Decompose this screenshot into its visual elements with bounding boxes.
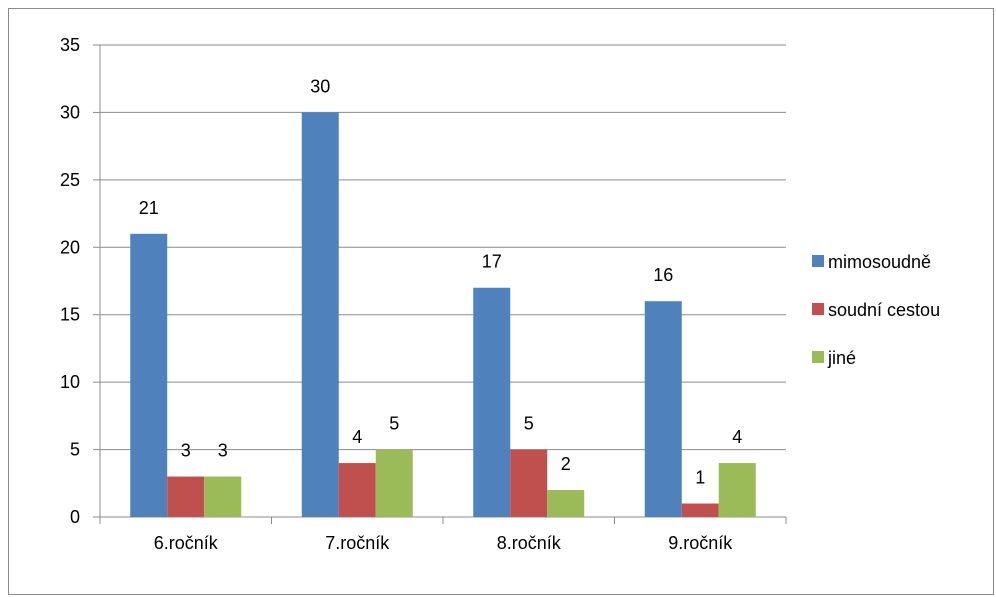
- bar-value-label: 5: [389, 414, 399, 434]
- x-category-label: 8.ročník: [497, 533, 562, 553]
- legend-label: soudní cestou: [828, 300, 940, 320]
- x-axis: 6.ročník 7.ročník 8.ročník 9.ročník: [99, 516, 787, 553]
- bar-value-label: 4: [732, 427, 742, 447]
- bar-value-label: 16: [653, 265, 673, 285]
- x-category-label: 7.ročník: [325, 533, 390, 553]
- bar: [718, 463, 756, 517]
- bar: [644, 301, 682, 517]
- bar-value-label: 30: [310, 76, 330, 96]
- y-tick-label: 5: [70, 440, 80, 460]
- gridlines: [100, 44, 786, 451]
- bar-value-label: 1: [695, 468, 705, 488]
- bar: [473, 287, 511, 517]
- y-tick-label: 35: [60, 35, 80, 55]
- bar-value-label: 3: [218, 441, 228, 461]
- legend: mimosoudně soudní cestou jiné: [812, 252, 940, 368]
- legend-swatch: [812, 255, 824, 267]
- legend-swatch: [812, 351, 824, 363]
- data-labels: 21 3 3 30 4 5 17 5 2 16 1 4: [139, 76, 743, 487]
- y-tick-label: 10: [60, 372, 80, 392]
- bar-value-label: 2: [561, 454, 571, 474]
- x-category-label: 6.ročník: [154, 533, 219, 553]
- bar-value-label: 21: [139, 198, 159, 218]
- bar-value-label: 17: [482, 252, 502, 272]
- bar-value-label: 3: [181, 441, 191, 461]
- y-tick-label: 30: [60, 102, 80, 122]
- bar: [167, 476, 205, 517]
- y-tick-label: 0: [70, 507, 80, 527]
- bar: [681, 503, 719, 517]
- y-tick-label: 25: [60, 170, 80, 190]
- legend-label: mimosoudně: [828, 252, 931, 272]
- bar: [338, 463, 376, 517]
- bar: [510, 449, 548, 517]
- y-axis: 0 5 10 15 20 25 30 35: [60, 35, 101, 527]
- bar-value-label: 4: [352, 427, 362, 447]
- bar: [375, 449, 413, 517]
- y-tick-label: 20: [60, 237, 80, 257]
- y-tick-label: 15: [60, 305, 80, 325]
- bars: [130, 112, 756, 518]
- bar: [547, 490, 585, 517]
- x-category-label: 9.ročník: [668, 533, 733, 553]
- bar-value-label: 5: [524, 414, 534, 434]
- legend-label: jiné: [827, 348, 856, 368]
- bar: [301, 112, 339, 517]
- legend-swatch: [812, 303, 824, 315]
- bar: [204, 476, 242, 517]
- bar: [130, 233, 168, 518]
